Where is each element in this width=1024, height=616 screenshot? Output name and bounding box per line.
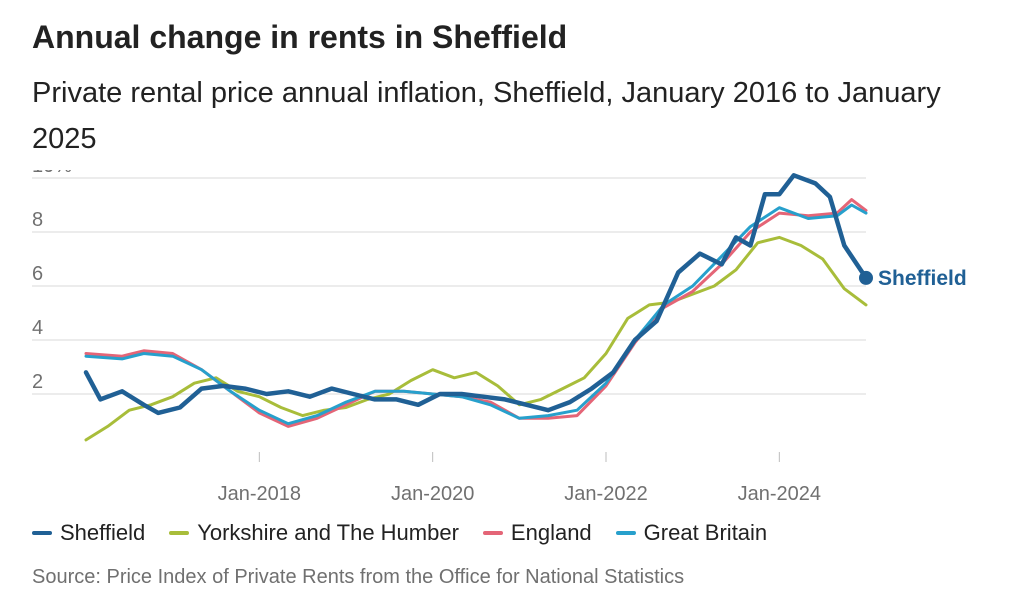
- legend-item-sheffield: Sheffield: [32, 520, 145, 546]
- y-tick-label-8: 8: [32, 209, 43, 231]
- series-line-sheffield: [83, 173, 869, 416]
- legend-item-yorkshire: Yorkshire and The Humber: [169, 520, 459, 546]
- gridlines: [32, 177, 866, 395]
- y-tick-label-2: 2: [32, 371, 43, 393]
- sheffield-end-label: Sheffield: [878, 267, 967, 290]
- chart-subtitle: Private rental price annual inflation, S…: [32, 77, 941, 155]
- x-tick-label-2018-01: Jan-2018: [218, 483, 301, 505]
- series-line-england: [84, 198, 868, 428]
- y-axis-tick-labels: 2 4 6 8 10%: [32, 170, 72, 393]
- x-tick-label-2022-01: Jan-2022: [564, 483, 647, 505]
- y-tick-label-6: 6: [32, 263, 43, 285]
- legend-label-england: England: [510, 520, 592, 545]
- x-tick-label-2024-01: Jan-2024: [738, 483, 821, 505]
- series-line-great-britain: [84, 203, 868, 426]
- y-tick-label-4: 4: [32, 317, 43, 339]
- legend-swatch-great-britain: [615, 531, 636, 535]
- legend-swatch-sheffield: [32, 531, 52, 535]
- x-axis: Jan-2018 Jan-2020 Jan-2022 Jan-2024: [218, 452, 821, 505]
- x-tick-label-2020-01: Jan-2020: [391, 483, 474, 505]
- source-note: Source: Price Index of Private Rents fro…: [32, 566, 685, 588]
- legend-swatch-yorkshire: [169, 531, 190, 535]
- legend-swatch-england: [482, 531, 503, 535]
- line-chart: 2 4 6 8 10% Jan-2018 Jan-2020 Jan-2022 Jan-2024…: [32, 170, 967, 505]
- sheffield-end-point: [859, 270, 873, 285]
- legend-item-great-britain: Great Britain: [615, 520, 768, 546]
- legend-label-sheffield: Sheffield: [60, 520, 146, 545]
- series-line-yorkshire-and-the-humber: [84, 235, 868, 442]
- series-lines: [83, 173, 869, 442]
- legend-item-england: England: [482, 520, 592, 546]
- legend: Sheffield Yorkshire and The Humber Engla…: [32, 516, 791, 550]
- end-label-group: Sheffield: [859, 267, 967, 290]
- legend-label-yorkshire: Yorkshire and The Humber: [197, 520, 459, 545]
- y-tick-label-10: 10%: [32, 170, 72, 177]
- chart-title: Annual change in rents in Sheffield: [32, 19, 568, 55]
- legend-label-great-britain: Great Britain: [643, 520, 768, 545]
